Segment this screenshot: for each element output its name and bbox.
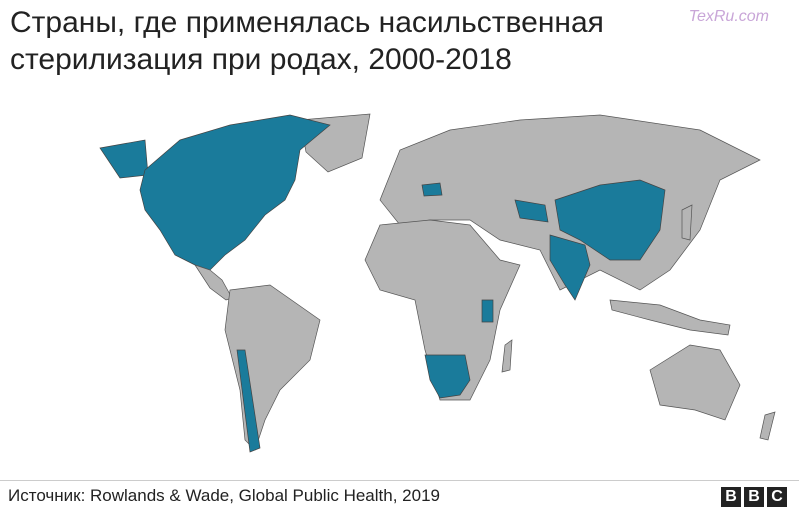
japan [681,204,693,241]
china [554,179,666,261]
alaska [99,139,149,179]
madagascar [501,339,513,373]
world-map [99,113,776,453]
central-america [194,264,233,301]
north-america [139,114,331,271]
bbc-logo: B B C [721,487,787,507]
logo-letter: C [767,487,787,507]
logo-letter: B [721,487,741,507]
chile [236,349,261,453]
indonesia [609,299,731,336]
central-asia-highlight [514,199,549,223]
watermark: TexRu.com [688,8,769,25]
logo-letter: B [744,487,764,507]
australia [649,344,741,421]
africa [364,219,521,401]
southern-africa [424,354,471,399]
europe-highlight [421,182,443,197]
kenya [481,299,494,323]
source: Источник: Rowlands & Wade, Global Public… [8,486,440,505]
title: Страны, где применялась насильственная с… [10,6,604,76]
divider [0,480,799,481]
india [549,234,591,301]
new-zealand [759,411,776,441]
